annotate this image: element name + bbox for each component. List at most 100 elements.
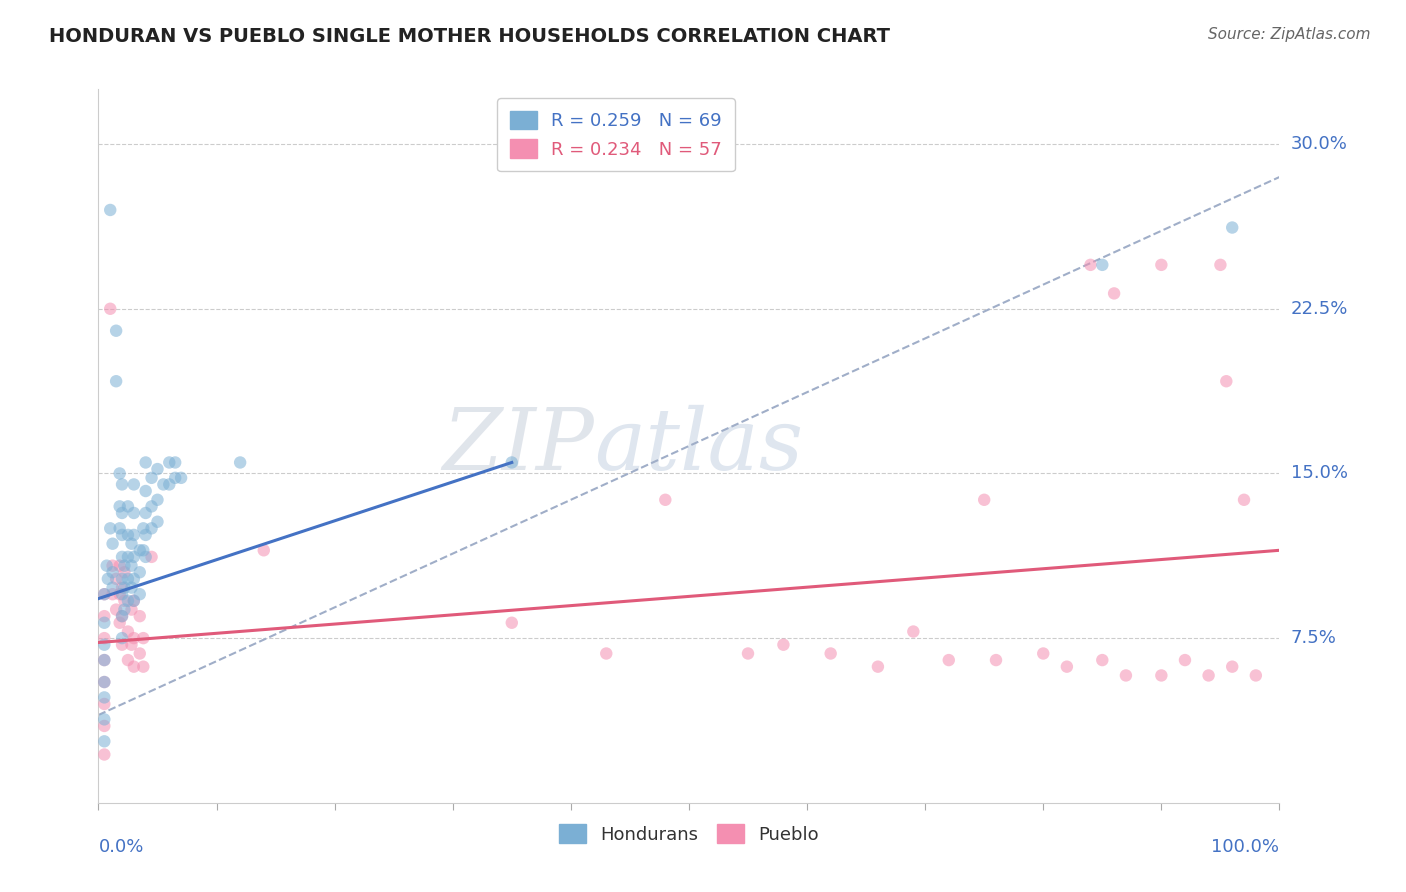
Point: [112, 602, 135, 616]
Point: [98, 301, 121, 316]
Point: [93, 638, 115, 652]
Point: [93, 631, 115, 645]
Point: [122, 506, 145, 520]
Point: [152, 477, 174, 491]
Text: 0.0%: 0.0%: [98, 838, 143, 856]
Point: [108, 521, 131, 535]
Point: [903, 624, 925, 639]
Text: ZIP: ZIP: [443, 405, 595, 487]
Point: [595, 647, 617, 661]
Text: Source: ZipAtlas.com: Source: ZipAtlas.com: [1208, 27, 1371, 42]
Point: [128, 566, 150, 580]
Point: [1102, 286, 1125, 301]
Point: [128, 587, 150, 601]
Text: 30.0%: 30.0%: [1291, 135, 1347, 153]
Point: [122, 631, 145, 645]
Point: [1174, 653, 1197, 667]
Point: [146, 462, 169, 476]
Point: [253, 543, 276, 558]
Point: [141, 521, 163, 535]
Point: [93, 712, 115, 726]
Point: [938, 653, 960, 667]
Point: [112, 558, 135, 573]
Point: [1220, 659, 1243, 673]
Point: [132, 631, 155, 645]
Point: [1115, 668, 1137, 682]
Point: [1150, 258, 1173, 272]
Point: [141, 549, 163, 564]
Point: [122, 549, 145, 564]
Point: [128, 647, 150, 661]
Point: [111, 549, 134, 564]
Point: [97, 572, 120, 586]
Point: [117, 594, 139, 608]
Point: [135, 528, 157, 542]
Point: [93, 747, 115, 762]
Point: [122, 572, 145, 586]
Point: [122, 528, 145, 542]
Point: [1056, 659, 1078, 673]
Point: [121, 638, 143, 652]
Point: [128, 543, 150, 558]
Point: [96, 558, 118, 573]
Point: [101, 558, 124, 573]
Point: [1215, 374, 1237, 388]
Point: [93, 609, 115, 624]
Point: [122, 659, 145, 673]
Point: [121, 602, 143, 616]
Point: [157, 455, 180, 469]
Point: [141, 500, 163, 514]
Point: [121, 581, 143, 595]
Point: [1233, 492, 1256, 507]
Point: [105, 324, 128, 338]
Point: [1032, 647, 1054, 661]
Point: [93, 719, 115, 733]
Point: [1080, 258, 1102, 272]
Point: [1198, 668, 1220, 682]
Text: 7.5%: 7.5%: [1291, 629, 1337, 647]
Point: [105, 602, 128, 616]
Point: [101, 581, 124, 595]
Point: [111, 581, 134, 595]
Point: [101, 537, 124, 551]
Point: [93, 653, 115, 667]
Point: [1091, 653, 1114, 667]
Point: [111, 609, 134, 624]
Point: [973, 492, 995, 507]
Point: [165, 455, 187, 469]
Point: [501, 615, 523, 630]
Point: [117, 528, 139, 542]
Point: [1091, 258, 1114, 272]
Point: [117, 549, 139, 564]
Point: [170, 471, 193, 485]
Point: [93, 653, 115, 667]
Point: [93, 675, 115, 690]
Point: [135, 549, 157, 564]
Point: [111, 506, 134, 520]
Point: [128, 609, 150, 624]
Point: [111, 609, 134, 624]
Text: HONDURAN VS PUEBLO SINGLE MOTHER HOUSEHOLDS CORRELATION CHART: HONDURAN VS PUEBLO SINGLE MOTHER HOUSEHO…: [49, 27, 890, 45]
Point: [112, 581, 135, 595]
Point: [117, 500, 139, 514]
Point: [135, 455, 157, 469]
Point: [122, 594, 145, 608]
Text: atlas: atlas: [595, 405, 804, 487]
Point: [121, 558, 143, 573]
Point: [111, 638, 134, 652]
Point: [501, 455, 523, 469]
Point: [1244, 668, 1267, 682]
Point: [135, 483, 157, 498]
Point: [132, 659, 155, 673]
Point: [117, 572, 139, 586]
Point: [121, 537, 143, 551]
Point: [132, 543, 155, 558]
Point: [1209, 258, 1232, 272]
Point: [108, 615, 131, 630]
Point: [146, 492, 169, 507]
Point: [112, 594, 135, 608]
Point: [108, 587, 131, 601]
Point: [737, 647, 759, 661]
Point: [112, 566, 135, 580]
Point: [820, 647, 842, 661]
